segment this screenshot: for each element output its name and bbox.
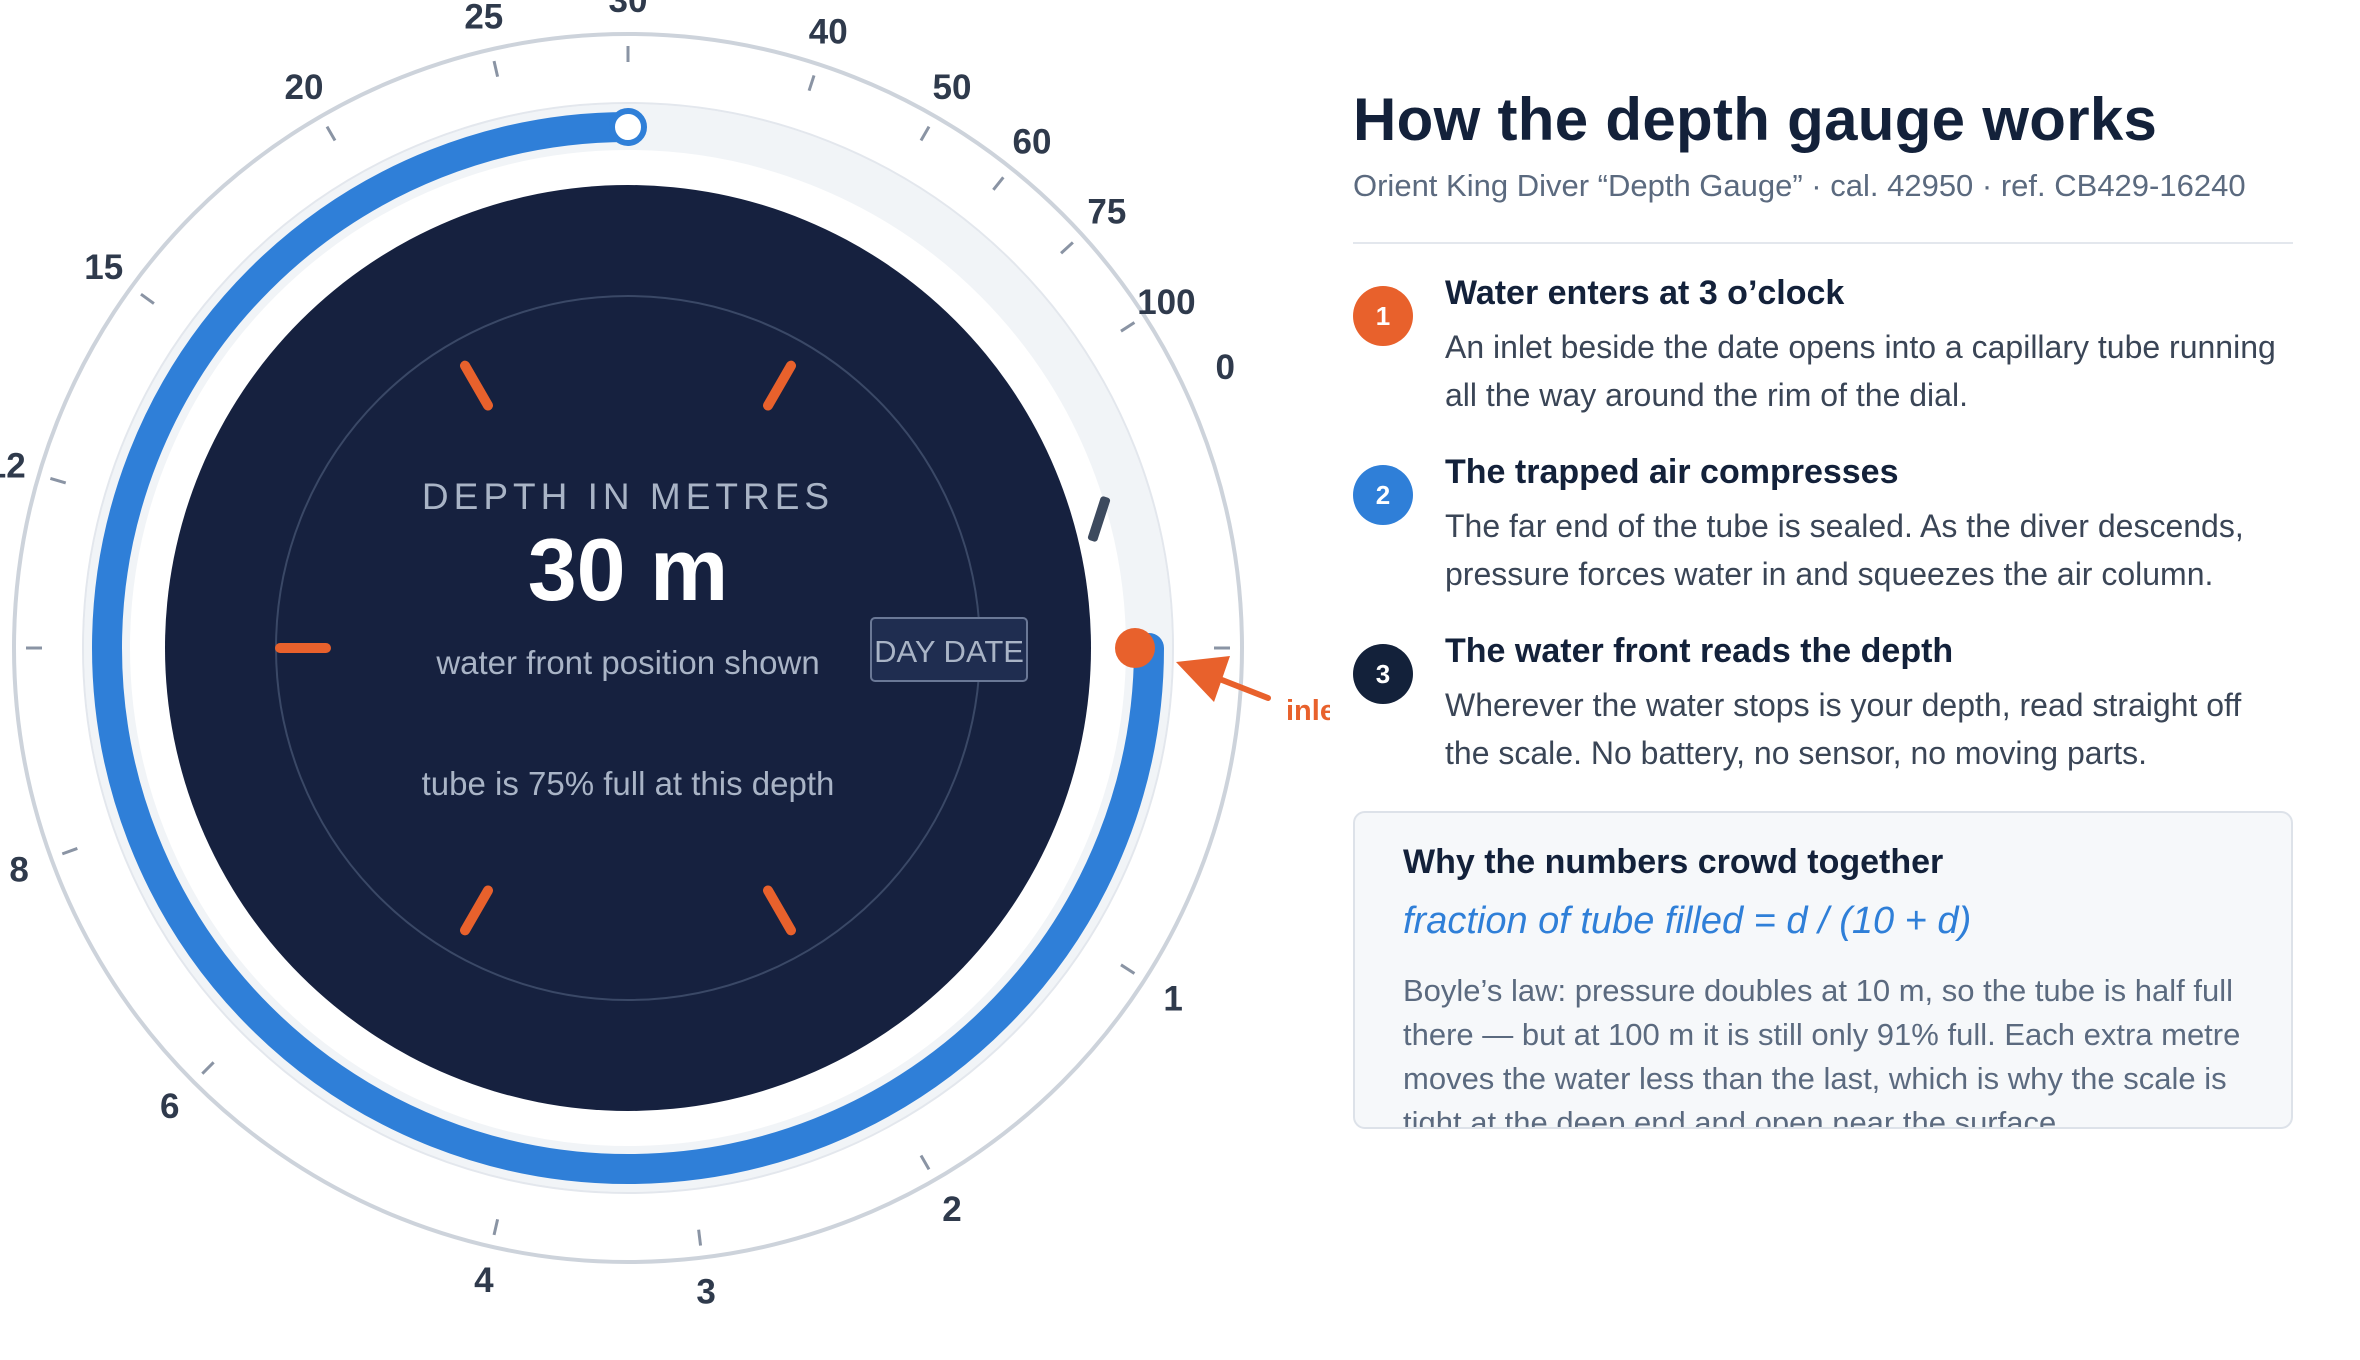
boyle-law-note: Why the numbers crowd together fraction … — [1353, 811, 2293, 1129]
day-date-label: DAY DATE — [874, 634, 1024, 669]
hour-marker — [460, 360, 493, 411]
fill-caption: tube is 75% full at this depth — [422, 765, 835, 802]
scale-tick — [61, 847, 78, 856]
divider — [1353, 242, 2293, 244]
scale-label: 30 — [609, 0, 648, 20]
scale-tick — [325, 125, 337, 142]
water-front-marker — [609, 108, 647, 146]
scale-tick — [140, 292, 155, 305]
scale-tick — [1060, 241, 1074, 255]
scale-label: 20 — [285, 68, 324, 107]
scale-tick — [919, 125, 931, 142]
scale-tick — [1120, 321, 1136, 333]
scale-tick — [492, 1218, 500, 1236]
day-date-window — [870, 617, 1028, 682]
scale-ticks — [26, 46, 1230, 1246]
dial-face — [165, 185, 1091, 1111]
note-body: Boyle’s law: pressure doubles at 10 m, s… — [1403, 973, 2241, 1129]
inlet-arrow-head — [1176, 656, 1230, 702]
inlet-arrow — [1219, 677, 1271, 701]
hour-marker — [763, 885, 796, 936]
scale-labels: 012346810121520253040506075100 — [0, 0, 1235, 1311]
scale-tick — [492, 60, 500, 78]
inlet-label: inlet — [1286, 695, 1330, 727]
scale-tick — [807, 75, 816, 92]
sealed-end-marker — [1087, 496, 1111, 542]
step-2-badge: 2 — [1353, 465, 1413, 525]
scale-label: 60 — [1013, 122, 1052, 161]
scale-label: 0 — [1215, 348, 1234, 387]
step-2-body: The far end of the tube is sealed. As th… — [1445, 508, 2244, 592]
scale-heading: DEPTH IN METRES — [422, 476, 834, 517]
explanation-panel: How the depth gauge works Orient King Di… — [1353, 85, 2293, 1129]
step-3: 3 The water front reads the depth Wherev… — [1353, 632, 2293, 777]
scale-tick — [1120, 963, 1136, 975]
scale-label: 1 — [1163, 979, 1182, 1018]
scale-label: 50 — [933, 68, 972, 107]
note-title: Why the numbers crowd together — [1403, 843, 1944, 881]
note-formula: fraction of tube filled = d / (10 + d) — [1403, 900, 1972, 942]
step-1-body: An inlet beside the date opens into a ca… — [1445, 329, 2276, 413]
hour-marker — [460, 885, 493, 936]
tube-edge — [82, 102, 1174, 1194]
step-1-badge: 1 — [1353, 286, 1413, 346]
scale-label: 25 — [464, 0, 503, 36]
scale-label: 15 — [84, 248, 123, 287]
scale-tick — [49, 476, 67, 485]
page-subtitle: Orient King Diver “Depth Gauge” · cal. 4… — [1353, 168, 2246, 203]
scale-tick — [919, 1154, 931, 1171]
scale-label: 75 — [1087, 192, 1126, 231]
scale-label: 12 — [0, 446, 26, 485]
step-3-body: Wherever the water stops is your depth, … — [1445, 687, 2242, 771]
scale-tick — [697, 1229, 703, 1246]
page-title: How the depth gauge works — [1353, 86, 2158, 153]
step-1-title: Water enters at 3 o’clock — [1445, 274, 1845, 312]
depth-gauge-dial: 012346810121520253040506075100 inlet DEP… — [0, 0, 1330, 1311]
water-fill-arc — [92, 112, 1164, 1184]
inlet-dot — [1115, 628, 1155, 668]
scale-label: 2 — [942, 1190, 961, 1229]
scale-label: 40 — [809, 13, 848, 52]
step-3-title: The water front reads the depth — [1445, 632, 1954, 670]
scale-label: 8 — [9, 851, 28, 890]
scale-tick — [992, 176, 1005, 191]
scale-label: 6 — [160, 1087, 179, 1126]
step-1: 1 Water enters at 3 o’clock An inlet bes… — [1353, 274, 2293, 419]
scale-label: 100 — [1137, 283, 1195, 322]
step-2-title: The trapped air compresses — [1445, 453, 1899, 491]
scale-label: 3 — [696, 1272, 715, 1311]
depth-reading: 30 m — [528, 520, 729, 619]
scale-label: 4 — [474, 1261, 494, 1300]
step-2: 2 The trapped air compresses The far end… — [1353, 453, 2293, 598]
scale-tick — [201, 1061, 215, 1075]
step-3-badge: 3 — [1353, 644, 1413, 704]
hour-marker — [763, 360, 796, 411]
hour-markers — [275, 360, 796, 936]
reading-caption: water front position shown — [435, 644, 819, 681]
